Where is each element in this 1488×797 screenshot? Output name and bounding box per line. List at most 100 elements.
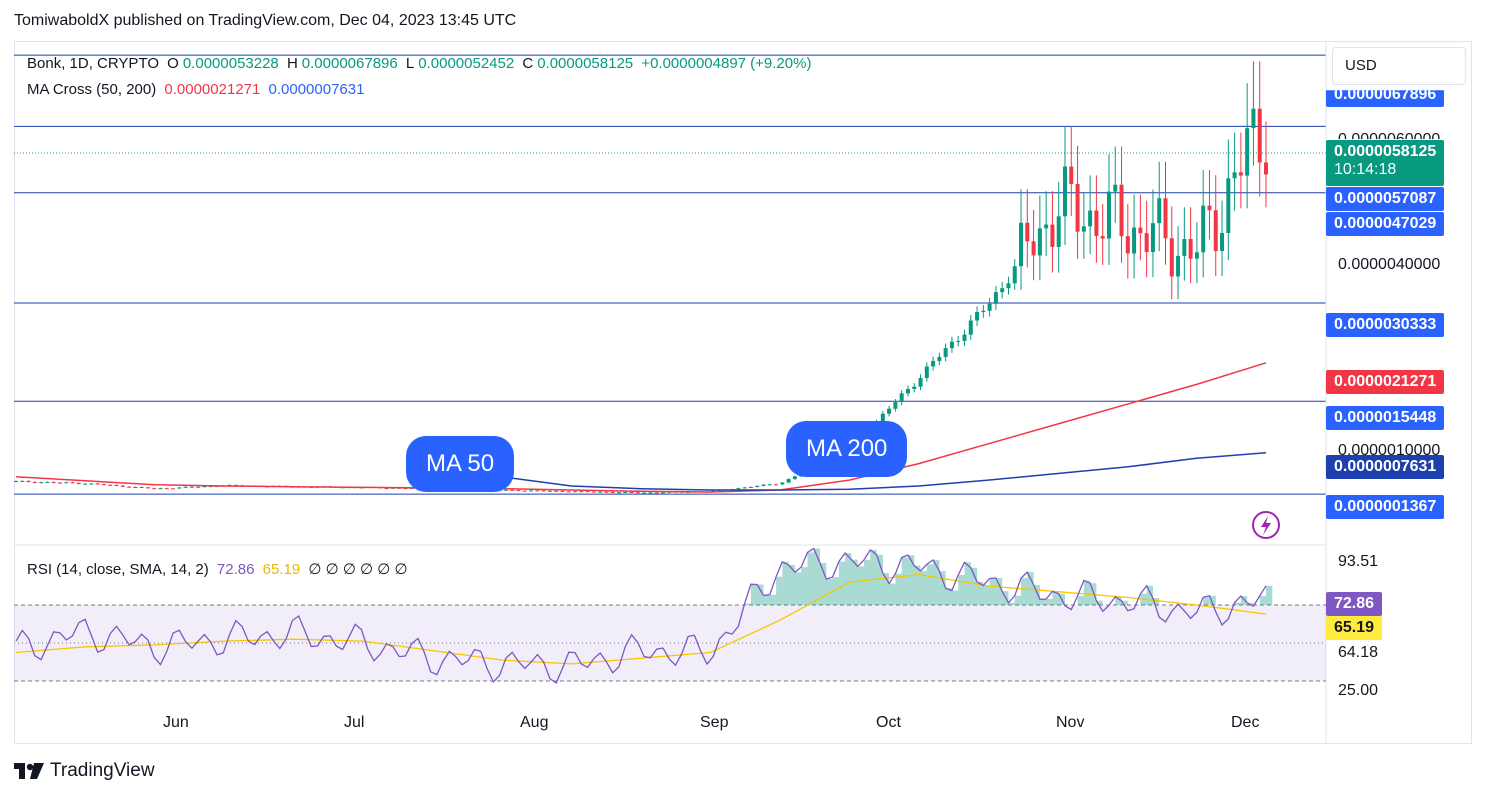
ma-200-line [432, 452, 1267, 491]
x-label-nov: Nov [1056, 714, 1085, 731]
candle-body [560, 490, 565, 492]
candle-body [127, 486, 132, 488]
price-tag-47029: 0.0000047029 [1326, 212, 1445, 236]
candle-body [987, 303, 992, 311]
candle-body [57, 482, 62, 484]
candle-body [975, 312, 980, 321]
candle-body [14, 481, 18, 483]
candle-body [83, 483, 88, 485]
candle-body [1257, 108, 1262, 163]
low-label: L [405, 55, 415, 72]
candle-body [158, 488, 163, 490]
candle-body [629, 491, 634, 493]
candle-body [1144, 233, 1149, 253]
candle-body [554, 490, 559, 492]
candle-body [1075, 184, 1080, 232]
tradingview-logo-icon [14, 763, 44, 779]
candle-body [32, 481, 37, 483]
candle-body [1031, 241, 1036, 256]
candle-body [654, 492, 659, 494]
candle-body [164, 488, 169, 490]
candle-body [384, 488, 389, 490]
candle-body [547, 490, 552, 492]
candle-body [893, 402, 898, 409]
candle-body [145, 487, 150, 489]
lightning-icon[interactable] [1252, 511, 1280, 539]
change-value: +0.0000004897 (+9.20%) [641, 55, 812, 72]
candle-body [566, 491, 571, 493]
candle-body [64, 482, 69, 484]
close-label: C [522, 55, 534, 72]
price-tag-high: 0.0000067896 [1326, 90, 1445, 107]
candle-body [1201, 205, 1206, 253]
candle-body [1194, 252, 1199, 259]
x-label-aug: Aug [520, 714, 549, 731]
price-label-4: 0.0000040000 [1338, 256, 1441, 273]
candle-body [89, 483, 94, 485]
candle-body [1182, 239, 1187, 256]
candle-body [76, 482, 81, 484]
ma-legend: MA Cross (50, 200) 0.0000021271 0.000000… [27, 81, 368, 98]
candle-body [1113, 184, 1118, 192]
countdown-timer: 10:14:18 [1334, 161, 1397, 178]
currency-button[interactable]: USD [1332, 47, 1466, 85]
price-tag-1367: 0.0000001367 [1326, 495, 1445, 519]
candle-body [1163, 198, 1168, 239]
candle-body [1157, 198, 1162, 224]
high-label: H [286, 55, 298, 72]
candle-body [183, 486, 188, 488]
candle-body [20, 480, 25, 482]
candle-body [774, 484, 779, 486]
ohlc-legend: Bonk, 1D, CRYPTO O 0.0000053228 H 0.000006… [27, 55, 815, 72]
candle-body [968, 320, 973, 335]
ma200-annotation[interactable]: MA 200 [786, 421, 908, 477]
candle-body [792, 476, 797, 480]
rsi-label-low: 25.00 [1338, 682, 1379, 699]
candle-body [1245, 128, 1250, 176]
candle-body [1019, 222, 1024, 267]
footer-brand[interactable]: TradingView [14, 760, 155, 782]
horizontal-lines [14, 54, 1326, 495]
candle-body [635, 492, 640, 494]
price-tag-30333: 0.0000030333 [1326, 313, 1445, 337]
candle-body [755, 485, 760, 487]
candle-body [981, 310, 986, 313]
candle-body [1251, 108, 1256, 129]
candle-body [648, 492, 653, 494]
candle-body [1100, 236, 1105, 239]
candle-body [503, 489, 508, 491]
candle-body [962, 334, 967, 341]
candle-body [529, 490, 534, 492]
candle-body [196, 486, 201, 488]
x-label-oct: Oct [876, 714, 901, 731]
candle-body [887, 408, 892, 414]
price-label-6: 0.0000060000 [1338, 131, 1440, 139]
candle-body [1226, 178, 1231, 234]
price-tag-last: 0.0000058125 10:14:18 [1326, 140, 1445, 186]
candle-body [742, 487, 747, 489]
candle-body [1056, 216, 1061, 247]
candle-body [516, 490, 521, 492]
candle-body [510, 489, 515, 491]
price-tag-15448: 0.0000015448 [1326, 406, 1445, 430]
candle-body [51, 482, 56, 484]
candle-body [139, 486, 144, 488]
candle-body [189, 486, 194, 488]
candle-body [956, 340, 961, 342]
candle-body [177, 487, 182, 489]
symbol-label: Bonk, 1D, CRYPTO [27, 55, 159, 72]
rsi-tag-sma: 65.19 [1326, 616, 1383, 640]
rsi-label-mid: 64.18 [1338, 644, 1379, 661]
candle-body [403, 488, 408, 490]
price-label-1: 0.0000010000 [1338, 442, 1441, 459]
candle-body [880, 413, 885, 423]
ma50-annotation[interactable]: MA 50 [406, 436, 515, 492]
candle-body [642, 492, 647, 494]
last-price-value: 0.0000058125 [1334, 143, 1437, 160]
candle-body [1238, 172, 1243, 176]
rsi-tag-value: 72.86 [1326, 592, 1383, 616]
ma-fast-value: 0.0000021271 [164, 81, 261, 98]
candle-body [1232, 172, 1237, 179]
low-value: 0.0000052452 [418, 55, 515, 72]
